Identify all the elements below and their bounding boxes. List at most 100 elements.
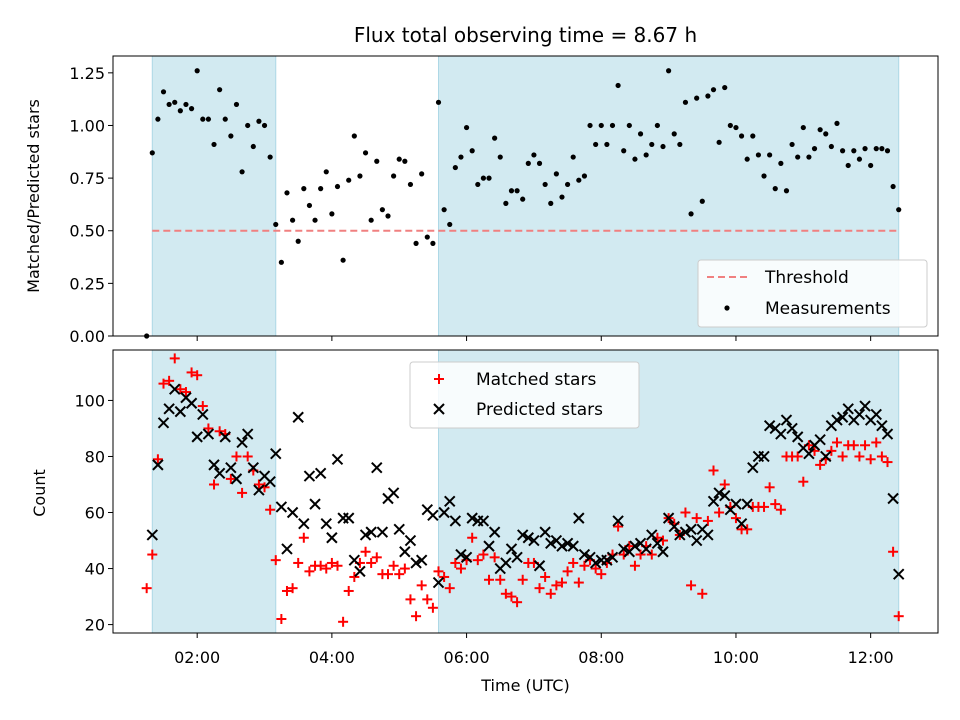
measurement-point <box>289 217 296 223</box>
measurement-point <box>896 207 902 213</box>
predicted-star-point <box>662 512 675 524</box>
measurement-point <box>839 148 846 154</box>
measurement-point <box>407 181 414 188</box>
measurement-point <box>379 207 385 213</box>
x-b <box>432 576 445 589</box>
predicted-star-point <box>275 501 288 513</box>
measurement-point <box>604 141 610 148</box>
x-b <box>584 551 596 564</box>
predicted-star-point <box>359 529 372 541</box>
top-axes-frame <box>112 55 939 337</box>
top-y-ticks: 0.00 0.25 0.50 0.75 1.00 1.25 <box>69 64 113 346</box>
x-b <box>719 489 731 502</box>
bottom-x-ticks: 02:00 04:00 06:00 08:00 10:00 12:00 <box>174 633 894 667</box>
matched-star-point <box>495 574 506 585</box>
predicted-star-point <box>561 537 574 550</box>
matched-star-point <box>315 560 326 571</box>
x-b <box>685 523 697 536</box>
observing-window-band <box>151 349 277 634</box>
matched-star-point <box>394 569 405 580</box>
matched-star-point <box>686 580 697 591</box>
matched-star-point <box>719 479 730 490</box>
measurement-point <box>362 150 369 156</box>
x-tick-label: 12:00 <box>848 648 894 667</box>
x-b <box>213 467 226 479</box>
predicted-star-point <box>741 498 753 510</box>
x-b <box>433 403 445 415</box>
measurement-point <box>334 183 341 190</box>
measurement-point <box>183 101 189 108</box>
bottom-y-axis-label: Count <box>30 469 49 517</box>
matched-star-point <box>439 571 450 582</box>
measurement-point <box>576 177 582 183</box>
measurement-point <box>688 211 694 217</box>
predicted-star-point <box>427 509 439 522</box>
matched-star-point <box>697 588 708 599</box>
x-b <box>713 487 725 499</box>
x-b <box>298 518 310 530</box>
predicted-star-point <box>169 383 181 395</box>
measurement-point <box>626 122 632 129</box>
matched-star-point <box>433 566 444 577</box>
matched-star-point <box>708 465 719 476</box>
measurement-point <box>351 133 357 139</box>
predicted-star-point <box>881 428 894 440</box>
matched-star-point <box>472 555 483 566</box>
measurement-point <box>632 156 638 162</box>
measurement-point <box>654 122 660 129</box>
x-b <box>371 461 383 474</box>
measurement-point <box>166 101 172 108</box>
matched-star-point <box>152 454 163 465</box>
predicted-star-point <box>230 473 243 485</box>
measurement-point <box>368 217 374 223</box>
top-legend: Threshold Measurements <box>697 259 928 328</box>
predicted-star-point <box>505 543 518 555</box>
matched-star-point <box>366 557 377 568</box>
measurement-point <box>312 217 318 223</box>
measurement-point <box>621 148 627 154</box>
top-y-axis-label: Matched/Predicted stars <box>24 99 43 293</box>
predicted-star-point <box>876 419 888 432</box>
predicted-star-point <box>674 529 686 541</box>
matched-star-point <box>512 597 523 608</box>
matched-star-point <box>270 555 281 566</box>
predicted-star-point <box>690 534 703 547</box>
measurement-point <box>458 154 464 160</box>
y-tick-label: 1.25 <box>69 64 105 83</box>
x-b <box>169 383 181 395</box>
x-b <box>791 431 804 443</box>
measurement-point <box>564 181 571 188</box>
measurement-point <box>660 143 666 150</box>
predicted-star-point <box>477 515 490 527</box>
measurement-point <box>267 154 273 160</box>
predicted-star-point <box>713 487 725 499</box>
measurement-point <box>435 99 442 105</box>
predicted-star-point <box>702 529 714 541</box>
x-b <box>427 509 439 522</box>
x-b <box>314 467 327 479</box>
x-b <box>348 554 361 566</box>
matched-star-point <box>147 549 158 560</box>
x-b <box>561 537 574 550</box>
matched-star-point <box>175 384 186 395</box>
matched-star-point <box>180 387 191 398</box>
matched-star-point <box>534 583 545 594</box>
predicted-star-point <box>589 557 602 569</box>
predicted-star-point <box>791 431 804 443</box>
matched-star-point <box>416 580 427 591</box>
matched-star-point <box>730 513 741 524</box>
x-b <box>477 515 490 527</box>
measurement-point <box>868 162 874 169</box>
legend-predicted-label: Predicted stars <box>476 400 603 420</box>
measurement-point <box>508 188 515 194</box>
matched-star-point <box>646 549 657 560</box>
measurement-point <box>306 202 313 209</box>
x-b <box>589 557 602 569</box>
y-tick-label: 80 <box>85 447 105 466</box>
predicted-star-point <box>415 554 428 566</box>
measurement-point <box>716 139 722 145</box>
measurement-point <box>155 116 161 122</box>
x-b <box>281 543 293 555</box>
predicted-star-point <box>533 560 546 572</box>
x-b <box>775 428 787 440</box>
